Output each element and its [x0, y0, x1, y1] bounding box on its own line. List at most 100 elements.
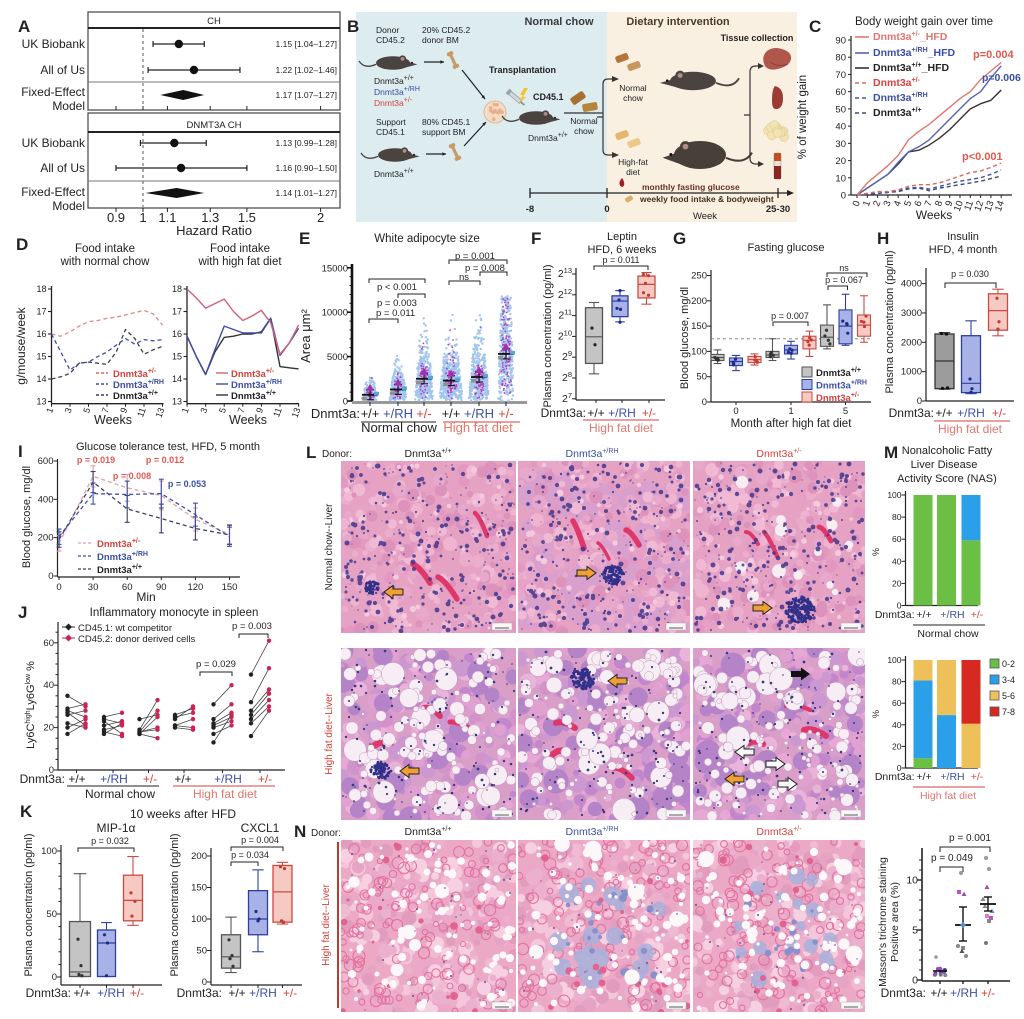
- svg-text:g/mouse/week: g/mouse/week: [14, 306, 28, 384]
- svg-text:D: D: [16, 235, 28, 254]
- svg-text:Week: Week: [693, 211, 717, 222]
- svg-text:J: J: [18, 603, 27, 622]
- svg-text:30: 30: [835, 139, 846, 150]
- svg-text:13: 13: [172, 397, 182, 407]
- svg-text:20: 20: [835, 156, 846, 167]
- svg-text:G: G: [673, 229, 686, 248]
- svg-text:100: 100: [191, 914, 207, 925]
- svg-text:Fixed-Effect: Fixed-Effect: [21, 85, 85, 99]
- svg-text:1: 1: [139, 210, 146, 225]
- svg-text:% of weight gain: % of weight gain: [797, 75, 809, 159]
- svg-text:High fat diet: High fat diet: [589, 421, 654, 435]
- svg-text:5000: 5000: [327, 352, 348, 363]
- svg-text:7: 7: [236, 406, 247, 414]
- svg-text:White adipocyte size: White adipocyte size: [374, 233, 479, 245]
- svg-text:7: 7: [100, 406, 111, 414]
- svg-text:50: 50: [196, 946, 207, 957]
- svg-text:1.22 [1.02–1.46]: 1.22 [1.02–1.46]: [276, 65, 337, 75]
- svg-text:p = 0.003: p = 0.003: [232, 621, 272, 632]
- svg-text:0: 0: [202, 977, 207, 988]
- svg-text:Dnmt3a+/-_HFD: Dnmt3a+/-_HFD: [873, 31, 948, 43]
- svg-text:4000: 4000: [901, 279, 922, 290]
- svg-text:donor BM: donor BM: [422, 35, 459, 45]
- svg-text:+/-: +/-: [143, 772, 157, 786]
- svg-text:0: 0: [917, 396, 922, 407]
- svg-text:Dnmt3a+/-: Dnmt3a+/-: [97, 538, 141, 550]
- svg-text:60: 60: [835, 87, 846, 98]
- svg-text:Model: Model: [52, 99, 85, 113]
- svg-text:+/+: +/+: [174, 772, 191, 786]
- svg-text:Min: Min: [136, 590, 155, 604]
- svg-text:Fixed-Effect: Fixed-Effect: [21, 185, 85, 199]
- svg-text:29: 29: [562, 349, 572, 363]
- svg-text:1: 1: [180, 406, 191, 414]
- svg-text:5: 5: [217, 406, 228, 414]
- svg-text:Leptin: Leptin: [607, 231, 637, 243]
- svg-text:+/+: +/+: [228, 986, 245, 1000]
- svg-text:1.15 [1.04–1.27]: 1.15 [1.04–1.27]: [276, 39, 337, 49]
- svg-text:150: 150: [222, 582, 238, 593]
- svg-text:4: 4: [892, 199, 904, 208]
- svg-text:Dnmt3a:: Dnmt3a:: [311, 406, 360, 421]
- svg-text:100: 100: [41, 846, 57, 857]
- svg-text:1: 1: [788, 406, 793, 417]
- svg-text:Normal chow--Liver: Normal chow--Liver: [324, 503, 335, 590]
- svg-text:Dnmt3a+/-: Dnmt3a+/-: [231, 368, 275, 380]
- svg-text:Plasma concentration (pg/ml): Plasma concentration (pg/ml): [542, 264, 554, 407]
- svg-text:Inflammatory monocyte in splee: Inflammatory monocyte in spleen: [90, 607, 259, 619]
- svg-text:C: C: [809, 17, 821, 36]
- svg-text:5: 5: [843, 406, 848, 417]
- svg-text:K: K: [20, 802, 33, 821]
- svg-text:DNMT3A CH: DNMT3A CH: [187, 120, 242, 131]
- svg-text:+/RH: +/RH: [957, 406, 985, 420]
- svg-text:Model: Model: [52, 199, 85, 213]
- svg-text:50: 50: [835, 104, 846, 115]
- svg-text:CD45.1: CD45.1: [376, 127, 405, 137]
- svg-text:3: 3: [198, 406, 209, 414]
- svg-text:+/RH: +/RH: [97, 986, 125, 1000]
- svg-text:All of Us: All of Us: [40, 63, 85, 77]
- svg-text:Support: Support: [376, 117, 406, 127]
- svg-text:15: 15: [172, 352, 182, 362]
- svg-text:p = 0.001: p = 0.001: [455, 251, 495, 262]
- svg-text:Dnmt3a+/+: Dnmt3a+/+: [405, 448, 452, 460]
- svg-text:+/-: +/-: [258, 772, 272, 786]
- svg-text:High fat diet: High fat diet: [443, 420, 513, 435]
- svg-text:Normal chow: Normal chow: [85, 787, 155, 801]
- svg-text:Dnmt3a:: Dnmt3a:: [889, 406, 934, 420]
- svg-text:Dnmt3a+/-: Dnmt3a+/-: [374, 97, 413, 108]
- svg-text:6: 6: [912, 199, 924, 208]
- svg-text:50: 50: [696, 372, 707, 383]
- svg-text:Dnmt3a+/+: Dnmt3a+/+: [528, 132, 568, 143]
- svg-text:40: 40: [43, 680, 54, 691]
- svg-text:+/RH: +/RH: [608, 406, 636, 420]
- svg-text:213: 213: [558, 266, 572, 280]
- svg-text:3: 3: [63, 406, 74, 414]
- svg-text:Plasma concentration (pg/ml): Plasma concentration (pg/ml): [23, 833, 35, 976]
- svg-text:1.3: 1.3: [201, 210, 219, 225]
- svg-text:Dietary intervention: Dietary intervention: [626, 16, 730, 28]
- svg-text:+/+: +/+: [587, 406, 604, 420]
- svg-text:200: 200: [38, 533, 54, 544]
- svg-text:30: 30: [88, 582, 99, 593]
- svg-text:7: 7: [923, 199, 935, 208]
- svg-text:Transplantation: Transplantation: [489, 65, 556, 75]
- svg-text:Insulin: Insulin: [947, 231, 979, 243]
- svg-text:p = 0.053: p = 0.053: [168, 479, 206, 489]
- svg-text:28: 28: [562, 370, 572, 384]
- svg-text:Weeks: Weeks: [94, 413, 132, 427]
- svg-text:p = 0.003: p = 0.003: [377, 298, 417, 309]
- svg-text:p<0.001: p<0.001: [962, 151, 1003, 163]
- svg-text:5: 5: [902, 199, 914, 208]
- svg-text:0: 0: [702, 397, 707, 408]
- svg-text:A: A: [18, 17, 30, 36]
- svg-text:13: 13: [290, 406, 303, 419]
- svg-text:50: 50: [46, 909, 57, 920]
- svg-text:CH: CH: [207, 16, 221, 27]
- svg-text:Weeks: Weeks: [229, 413, 267, 427]
- svg-text:p = 0.011: p = 0.011: [602, 255, 639, 265]
- svg-text:p=0.006: p=0.006: [982, 72, 1021, 84]
- svg-text:p = 0.007: p = 0.007: [771, 311, 809, 321]
- svg-text:17: 17: [36, 307, 46, 317]
- svg-text:p=0.004: p=0.004: [973, 49, 1015, 61]
